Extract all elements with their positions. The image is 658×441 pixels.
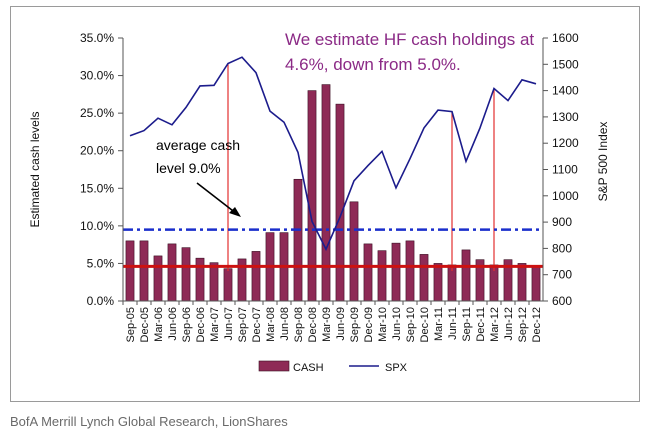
- left-tick-label: 20.0%: [80, 144, 114, 158]
- x-tick-label: Sep-07: [237, 307, 249, 342]
- chart-title-line: 4.6%, down from 5.0%.: [285, 55, 461, 74]
- x-tick-label: Jun-07: [223, 307, 235, 341]
- x-tick-label: Mar-12: [489, 307, 501, 342]
- cash-bar: [531, 266, 541, 302]
- right-tick-label: 900: [552, 215, 572, 229]
- x-tick-label: Dec-12: [531, 307, 543, 342]
- cash-bar: [139, 240, 149, 302]
- x-tick-label: Mar-06: [153, 307, 165, 342]
- left-tick-label: 10.0%: [80, 219, 114, 233]
- x-tick-label: Dec-11: [475, 307, 487, 342]
- cash-bar: [181, 247, 191, 302]
- x-tick-label: Sep-09: [349, 307, 361, 342]
- left-tick-label: 35.0%: [80, 31, 114, 45]
- x-tick-label: Jun-08: [279, 307, 291, 341]
- cash-bar: [377, 250, 387, 302]
- average-annotation-line: level 9.0%: [156, 160, 221, 176]
- cash-bar: [405, 240, 415, 302]
- x-tick-label: Dec-09: [363, 307, 375, 342]
- cash-bar: [293, 178, 303, 302]
- x-tick-label: Dec-10: [419, 307, 431, 342]
- x-tick-label: Sep-11: [461, 307, 473, 342]
- x-tick-label: Mar-11: [433, 307, 445, 341]
- right-tick-label: 1100: [552, 163, 578, 177]
- x-tick-label: Jun-06: [167, 307, 179, 341]
- hedge-fund-cash-chart: 0.0% 5.0% 10.0% 15.0% 20.0% 25.0% 30.0% 35.0% 60…: [28, 30, 610, 374]
- cash-bar: [419, 254, 429, 302]
- left-tick-label: 5.0%: [87, 256, 115, 270]
- x-tick-label: Sep-08: [293, 307, 305, 342]
- right-tick-label: 1400: [552, 84, 579, 98]
- chart-title-line: We estimate HF cash holdings at: [285, 30, 534, 49]
- x-tick-label: Jun-09: [335, 307, 347, 341]
- x-tick-label: Mar-07: [209, 307, 221, 342]
- left-tick-label: 15.0%: [80, 181, 114, 195]
- cash-bar: [517, 263, 527, 302]
- x-tick-label: Sep-10: [405, 307, 417, 342]
- right-tick-label: 800: [552, 241, 572, 255]
- x-tick-label: Jun-11: [447, 307, 459, 340]
- x-tick-label: Sep-12: [517, 307, 529, 342]
- left-axis-title: Estimated cash levels: [28, 111, 42, 227]
- x-tick-label: Sep-06: [181, 307, 193, 342]
- x-tick-label: Dec-08: [307, 307, 319, 342]
- chart-frame: 0.0% 5.0% 10.0% 15.0% 20.0% 25.0% 30.0% 35.0% 60…: [10, 6, 640, 402]
- right-tick-label: 700: [552, 268, 572, 282]
- x-tick-label: Jun-10: [391, 307, 403, 341]
- right-tick-label: 1200: [552, 136, 579, 150]
- left-tick-label: 25.0%: [80, 106, 114, 120]
- left-tick-label: 0.0%: [87, 294, 115, 308]
- right-tick-label: 1300: [552, 110, 579, 124]
- legend-cash-label: CASH: [293, 362, 324, 374]
- left-tick-label: 30.0%: [80, 69, 114, 83]
- annotation-arrow-shaft: [196, 182, 238, 215]
- cash-bar: [321, 84, 331, 302]
- x-tick-label: Mar-09: [321, 307, 333, 342]
- cash-bar: [461, 249, 471, 302]
- cash-bar: [209, 262, 219, 302]
- cash-bar: [349, 201, 359, 302]
- annotation-arrow-head: [229, 207, 241, 217]
- cash-bar: [363, 243, 373, 302]
- x-tick-label: Mar-08: [265, 307, 277, 342]
- cash-bar: [251, 251, 261, 302]
- x-tick-label: Mar-10: [377, 307, 389, 342]
- cash-bar: [195, 257, 205, 302]
- cash-bar: [391, 242, 401, 302]
- x-tick-label: Dec-06: [195, 307, 207, 342]
- cash-bar: [335, 103, 345, 302]
- legend-cash-swatch: [258, 360, 290, 372]
- cash-bar: [153, 255, 163, 302]
- x-tick-label: Jun-12: [503, 307, 515, 341]
- right-tick-label: 600: [552, 294, 572, 308]
- x-tick-label: Dec-05: [139, 307, 151, 342]
- right-tick-label: 1500: [552, 57, 579, 71]
- x-tick-label: Sep-05: [125, 307, 137, 342]
- right-tick-label: 1000: [552, 189, 579, 203]
- cash-bar: [167, 243, 177, 302]
- x-tick-label: Dec-07: [251, 307, 263, 342]
- cash-bar: [125, 240, 135, 302]
- right-tick-label: 1600: [552, 31, 579, 45]
- cash-bar: [307, 90, 317, 302]
- right-axis-title: S&P 500 Index: [596, 122, 610, 202]
- average-annotation-line: average cash: [156, 137, 240, 153]
- spx-line: [129, 56, 537, 252]
- source-caption: BofA Merrill Lynch Global Research, Lion…: [10, 414, 288, 429]
- cash-bar: [433, 263, 443, 302]
- legend-spx-label: SPX: [385, 362, 408, 374]
- cash-bar: [223, 268, 233, 302]
